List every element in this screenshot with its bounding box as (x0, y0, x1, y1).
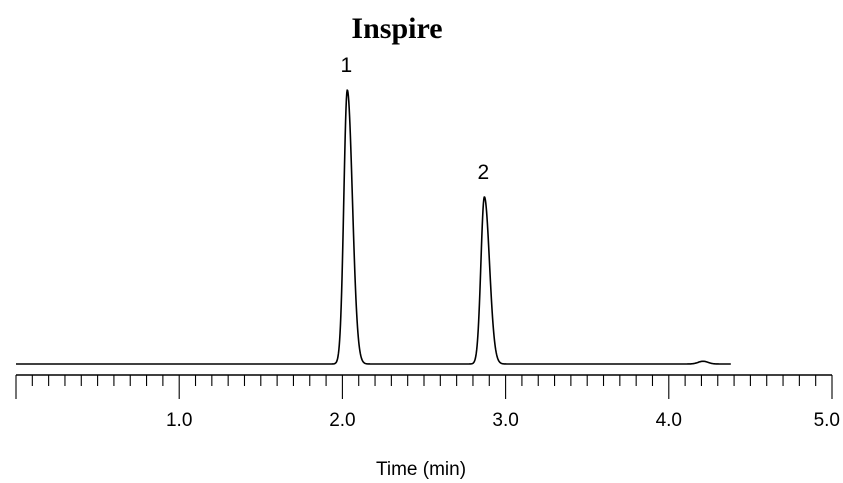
peak-label-1: 1 (340, 54, 352, 77)
x-tick-label: 4.0 (656, 410, 682, 431)
peak-labels: 12 (340, 54, 489, 184)
x-tick-label: 3.0 (492, 410, 518, 431)
x-axis: 1.0 2.0 3.0 4.0 5.0 (15, 374, 840, 431)
x-axis-title: Time (min) (376, 459, 466, 480)
chart-title: Inspire (351, 12, 442, 45)
x-tick-label: 5.0 (814, 410, 840, 431)
chromatogram-trace (15, 89, 732, 365)
x-tick-label: 2.0 (329, 410, 355, 431)
x-tick-label: 1.0 (166, 410, 192, 431)
trace-group (15, 89, 732, 365)
peak-label-2: 2 (478, 161, 490, 184)
